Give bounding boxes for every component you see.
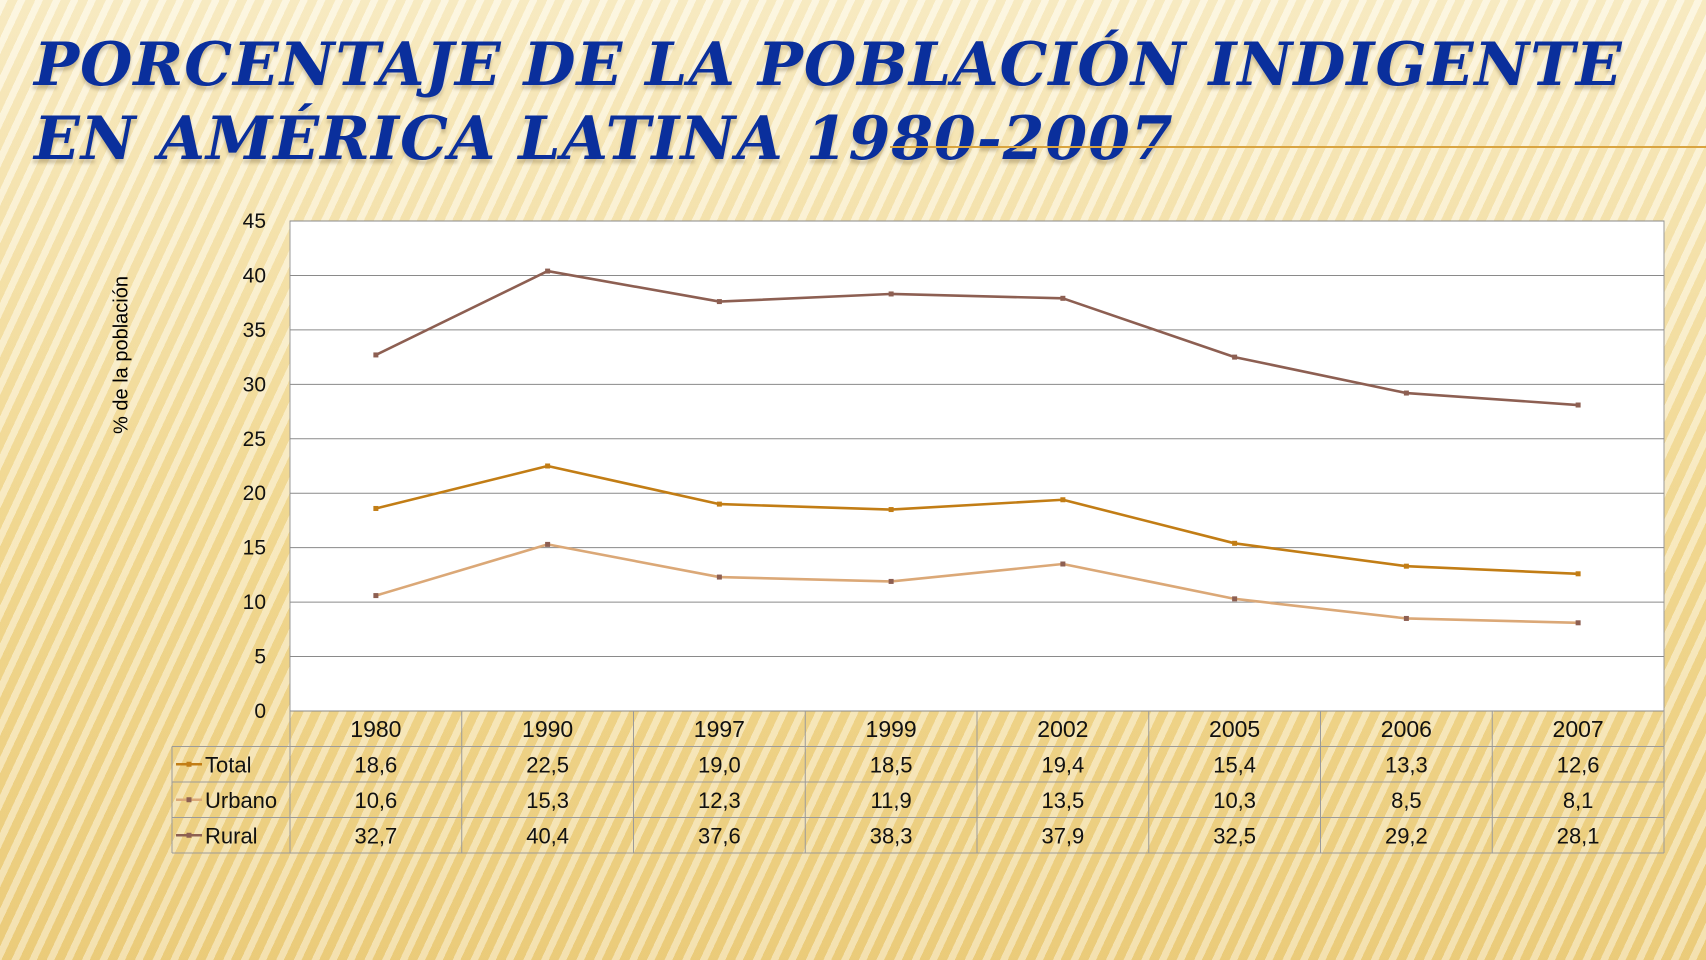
x-tick-label: 2002 xyxy=(1037,716,1088,742)
y-tick-label: 35 xyxy=(243,319,266,342)
x-tick-label: 2005 xyxy=(1209,716,1260,742)
legend-marker xyxy=(186,832,192,838)
series-line-urbano xyxy=(375,543,1579,625)
x-tick-label: 2006 xyxy=(1381,716,1432,742)
data-point xyxy=(1575,571,1581,577)
data-label: 8,5 xyxy=(1391,788,1422,813)
data-label: 10,6 xyxy=(354,788,397,813)
data-label: 32,7 xyxy=(354,823,397,848)
y-tick-label: 15 xyxy=(243,537,266,560)
x-tick-label: 2007 xyxy=(1553,716,1604,742)
data-point xyxy=(1060,561,1066,567)
data-point xyxy=(545,541,551,547)
data-label: 15,3 xyxy=(526,788,569,813)
legend-label: Urbano xyxy=(205,788,277,813)
data-label: 28,1 xyxy=(1557,823,1600,848)
data-label: 12,3 xyxy=(698,788,741,813)
legend-label: Rural xyxy=(205,823,258,848)
data-point xyxy=(1232,596,1238,602)
x-tick-label: 1980 xyxy=(350,716,401,742)
slide-title: Porcentaje de la población indigente en … xyxy=(34,30,1623,174)
data-label: 40,4 xyxy=(526,823,569,848)
data-label: 8,1 xyxy=(1563,788,1594,813)
data-label: 32,5 xyxy=(1213,823,1256,848)
data-point xyxy=(888,507,894,513)
legend-marker xyxy=(186,797,192,803)
y-tick-label: 40 xyxy=(243,264,266,287)
data-point xyxy=(716,574,722,580)
data-point xyxy=(888,578,894,584)
data-point xyxy=(1403,615,1409,621)
y-tick-label: 45 xyxy=(243,210,266,233)
data-label: 11,9 xyxy=(871,788,912,813)
data-label: 19,0 xyxy=(698,752,741,777)
legend-label: Total xyxy=(205,752,251,777)
data-point xyxy=(1232,354,1238,360)
data-point xyxy=(716,501,722,507)
data-label: 12,6 xyxy=(1557,752,1600,777)
y-tick-label: 25 xyxy=(243,428,266,451)
title-divider xyxy=(890,146,1706,148)
data-label: 22,5 xyxy=(526,752,569,777)
data-label: 19,4 xyxy=(1041,752,1084,777)
y-tick-label: 5 xyxy=(254,646,266,669)
data-point xyxy=(1575,620,1581,626)
data-label: 18,6 xyxy=(354,752,397,777)
data-point xyxy=(888,291,894,297)
data-label: 10,3 xyxy=(1213,788,1256,813)
data-point xyxy=(373,593,379,599)
series-line-total xyxy=(375,464,1579,576)
series-line-rural xyxy=(375,269,1579,407)
data-point xyxy=(373,352,379,358)
plot-area xyxy=(289,220,1665,712)
data-point xyxy=(1403,390,1409,396)
data-label: 37,6 xyxy=(698,823,741,848)
y-tick-label: 0 xyxy=(254,700,266,723)
data-point xyxy=(1403,563,1409,569)
data-point xyxy=(373,505,379,511)
x-tick-label: 1999 xyxy=(866,716,917,742)
x-tick-label: 1997 xyxy=(694,716,745,742)
data-label: 13,5 xyxy=(1041,788,1084,813)
data-point xyxy=(1060,497,1066,503)
data-point xyxy=(1232,540,1238,546)
data-label: 37,9 xyxy=(1041,823,1084,848)
data-label: 29,2 xyxy=(1385,823,1428,848)
legend-marker xyxy=(186,761,192,767)
data-label: 18,5 xyxy=(870,752,913,777)
data-point xyxy=(1575,402,1581,408)
data-point xyxy=(545,463,551,469)
y-tick-label: 10 xyxy=(243,591,266,614)
data-label: 38,3 xyxy=(870,823,913,848)
data-point xyxy=(1060,295,1066,301)
data-point xyxy=(545,268,551,274)
data-label: 13,3 xyxy=(1385,752,1428,777)
data-point xyxy=(716,299,722,305)
y-tick-label: 30 xyxy=(243,373,266,396)
x-tick-label: 1990 xyxy=(522,716,573,742)
y-tick-label: 20 xyxy=(243,482,266,505)
data-label: 15,4 xyxy=(1213,752,1256,777)
